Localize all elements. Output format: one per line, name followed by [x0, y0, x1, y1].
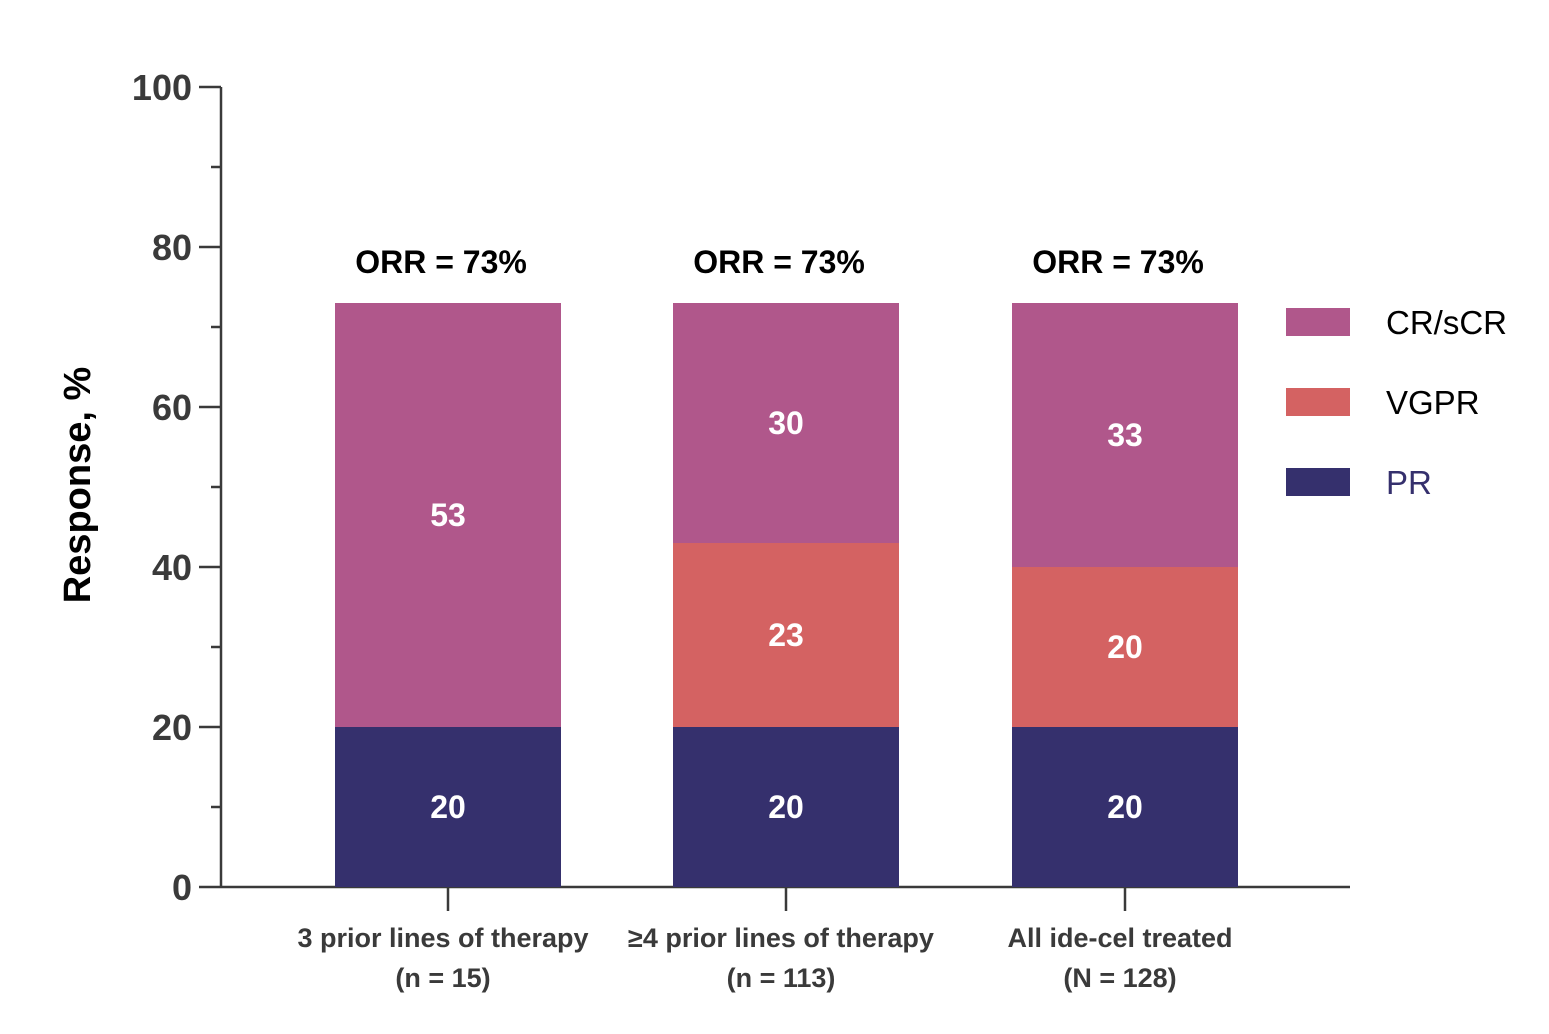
- x-tick-label-n: (N = 128): [1063, 963, 1176, 993]
- x-tick-label: All ide-cel treated: [1007, 923, 1232, 953]
- data-label: 20: [768, 789, 804, 825]
- y-tick-label: 60: [152, 387, 192, 428]
- legend-label: PR: [1386, 464, 1432, 501]
- y-tick-label: 40: [152, 547, 192, 588]
- x-tick-label-n: (n = 15): [395, 963, 490, 993]
- bar-segment-vgpr: [1012, 567, 1238, 727]
- bar-segment-vgpr: [673, 543, 899, 727]
- x-tick-label: ≥4 prior lines of therapy: [628, 923, 934, 953]
- data-label: 20: [430, 789, 466, 825]
- labels: 20 53 ORR = 73% 20 23 30 ORR = 73% 20 20 33 ORR = …: [355, 244, 1204, 825]
- legend-label: CR/sCR: [1386, 304, 1507, 341]
- legend-swatch-cr-scr: [1286, 308, 1350, 336]
- data-label: 30: [768, 405, 804, 441]
- bar-segment-pr: [1012, 727, 1238, 887]
- bar-segment-cr-scr: [673, 303, 899, 543]
- bars: [335, 303, 1238, 887]
- bar-segment-cr-scr: [335, 303, 561, 727]
- data-label: 20: [1107, 789, 1143, 825]
- bar-segment-pr: [335, 727, 561, 887]
- data-label: 23: [768, 617, 804, 653]
- bar-segment-pr: [673, 727, 899, 887]
- data-label: 33: [1107, 417, 1143, 453]
- legend-swatch-vgpr: [1286, 388, 1350, 416]
- y-tick-label: 20: [152, 707, 192, 748]
- legend-label: VGPR: [1386, 384, 1480, 421]
- axes: 0 20 40 60 80 100 3 prior lines of therapy (n =…: [132, 67, 1350, 993]
- orr-total-label: ORR = 73%: [355, 244, 527, 280]
- x-tick-label: 3 prior lines of therapy: [297, 923, 588, 953]
- orr-total-label: ORR = 73%: [693, 244, 865, 280]
- bar-segment-cr-scr: [1012, 303, 1238, 567]
- x-tick-label-n: (n = 113): [727, 963, 836, 993]
- data-label: 20: [1107, 629, 1143, 665]
- y-tick-label: 0: [172, 867, 192, 908]
- legend-swatch-pr: [1286, 468, 1350, 496]
- data-label: 53: [430, 497, 466, 533]
- y-axis-label: Response, %: [57, 367, 99, 604]
- y-tick-label: 100: [132, 67, 192, 108]
- orr-total-label: ORR = 73%: [1032, 244, 1204, 280]
- legend: CR/sCR VGPR PR: [1286, 304, 1507, 501]
- y-tick-label: 80: [152, 227, 192, 268]
